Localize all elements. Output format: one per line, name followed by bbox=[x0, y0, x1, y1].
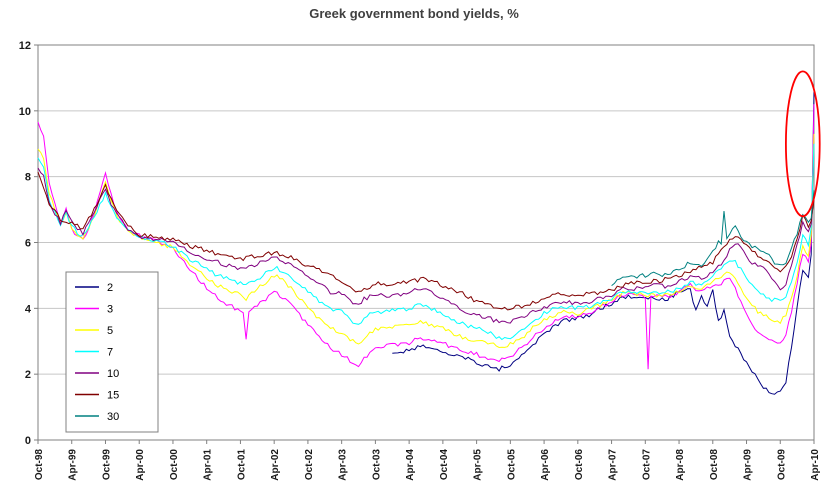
legend-item-5: 5 bbox=[75, 325, 113, 337]
x-axis-label: Oct-01 bbox=[236, 449, 247, 481]
series-line-15 bbox=[37, 171, 815, 311]
series-line-2 bbox=[392, 91, 815, 395]
x-axis-label: Apr-09 bbox=[743, 449, 754, 481]
legend-label-5: 5 bbox=[107, 325, 113, 337]
chart-title: Greek government bond yields, % bbox=[309, 6, 519, 21]
x-axis-label: Oct-08 bbox=[709, 449, 720, 481]
y-axis-label: 10 bbox=[19, 106, 31, 118]
x-axis-label: Apr-00 bbox=[135, 449, 146, 481]
legend-item-2: 2 bbox=[75, 282, 113, 294]
x-axis-label: Oct-99 bbox=[101, 449, 112, 481]
x-axis-label: Apr-01 bbox=[203, 449, 214, 481]
y-axis-label: 4 bbox=[25, 303, 32, 315]
legend-item-10: 10 bbox=[75, 368, 119, 380]
x-axis-label: Apr-10 bbox=[810, 449, 821, 481]
plot-border bbox=[37, 44, 815, 441]
legend-label-10: 10 bbox=[107, 368, 119, 380]
y-axis-label: 2 bbox=[25, 369, 31, 381]
highlight-ellipse bbox=[784, 70, 821, 218]
x-axis-label: Oct-07 bbox=[641, 449, 652, 481]
legend-label-2: 2 bbox=[107, 282, 113, 294]
x-axis-label: Oct-02 bbox=[304, 449, 315, 481]
legend-item-15: 15 bbox=[75, 390, 119, 402]
y-axis-label: 8 bbox=[25, 172, 31, 184]
legend-label-30: 30 bbox=[107, 411, 119, 423]
x-axis-label: Oct-06 bbox=[574, 449, 585, 481]
legend-item-30: 30 bbox=[75, 411, 119, 423]
legend-item-3: 3 bbox=[75, 304, 113, 316]
x-axis-label: Oct-98 bbox=[34, 449, 45, 481]
y-axis-label: 6 bbox=[25, 238, 31, 250]
x-axis-label: Apr-02 bbox=[270, 449, 281, 481]
legend-label-3: 3 bbox=[107, 304, 113, 316]
series-line-5 bbox=[37, 133, 815, 349]
x-axis-label: Oct-00 bbox=[169, 449, 180, 481]
series-line-7 bbox=[37, 143, 815, 341]
x-axis-label: Oct-05 bbox=[506, 449, 517, 481]
x-axis-label: Oct-04 bbox=[439, 449, 450, 481]
x-axis-label: Apr-03 bbox=[338, 449, 349, 481]
legend-label-7: 7 bbox=[107, 347, 113, 359]
series-line-30 bbox=[611, 189, 815, 286]
x-axis-label: Oct-03 bbox=[371, 449, 382, 481]
x-axis-label: Apr-06 bbox=[540, 449, 551, 481]
x-axis-label: Apr-08 bbox=[675, 449, 686, 481]
x-axis-label: Apr-04 bbox=[405, 449, 416, 481]
y-axis-label: 0 bbox=[25, 435, 31, 447]
x-axis-label: Apr-99 bbox=[68, 449, 79, 481]
x-axis-label: Oct-09 bbox=[776, 449, 787, 481]
legend-item-7: 7 bbox=[75, 347, 113, 359]
x-axis-label: Apr-07 bbox=[608, 449, 619, 481]
series-line-10 bbox=[37, 167, 815, 324]
x-axis-label: Apr-05 bbox=[473, 449, 484, 481]
y-axis-label: 12 bbox=[19, 40, 31, 52]
legend-label-15: 15 bbox=[107, 390, 119, 402]
